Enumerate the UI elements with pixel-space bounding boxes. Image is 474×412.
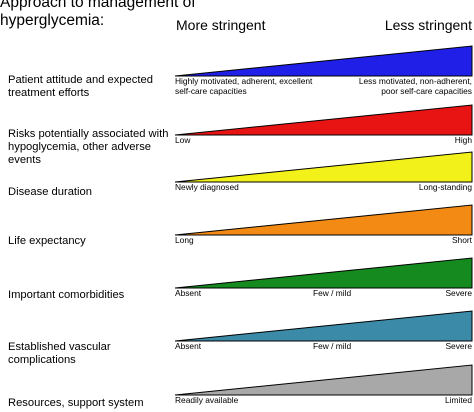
row-label-established-vascular-complications: Established vascular complications bbox=[8, 341, 111, 366]
scale-right-disease-duration: Long-standing bbox=[418, 182, 472, 192]
diagram-title: Approach to management of hyperglycemia: bbox=[0, 0, 196, 29]
row-label-risks-potentially-associated: Risks potentially associated with hypogl… bbox=[8, 128, 169, 166]
scale-mid-established-vascular-complications: Few / mild bbox=[313, 341, 352, 351]
scale-right-risks-potentially-associated: High bbox=[454, 135, 472, 145]
row-label-important-comorbidities: Important comorbidities bbox=[8, 289, 125, 301]
wedge-disease-duration bbox=[174, 151, 473, 183]
header-more-stringent: More stringent bbox=[176, 17, 266, 33]
row-label-patient-attitude-and: Patient attitude and expected treatment … bbox=[8, 74, 153, 99]
scale-left-risks-potentially-associated: Low bbox=[175, 135, 191, 145]
scale-right-established-vascular-complications: Severe bbox=[445, 341, 472, 351]
row-label-resources-support-system: Resources, support system bbox=[8, 397, 144, 409]
scale-right-resources-support-system: Limited bbox=[445, 395, 472, 405]
scale-left-important-comorbidities: Absent bbox=[175, 288, 202, 298]
scale-left-resources-support-system: Readily available bbox=[175, 395, 239, 405]
scale-left-patient-attitude-and: Highly motivated, adherent, excellent se… bbox=[175, 76, 313, 96]
row-label-disease-duration: Disease duration bbox=[8, 186, 92, 198]
scale-right-patient-attitude-and: Less motivated, non-adherent, poor self-… bbox=[358, 76, 472, 96]
wedge-patient-attitude-and bbox=[174, 45, 473, 77]
wedge-risks-potentially-associated bbox=[174, 104, 473, 136]
scale-left-established-vascular-complications: Absent bbox=[175, 341, 202, 351]
scale-left-disease-duration: Newly diagnosed bbox=[175, 182, 239, 192]
wedge-life-expectancy bbox=[174, 204, 473, 236]
wedge-resources-support-system bbox=[174, 364, 473, 396]
scale-right-important-comorbidities: Severe bbox=[445, 288, 472, 298]
header-less-stringent: Less stringent bbox=[384, 17, 472, 33]
scale-mid-important-comorbidities: Few / mild bbox=[313, 288, 352, 298]
wedge-important-comorbidities bbox=[174, 257, 473, 289]
scale-left-life-expectancy: Long bbox=[175, 235, 194, 245]
row-label-life-expectancy: Life expectancy bbox=[8, 235, 86, 247]
wedge-established-vascular-complications bbox=[174, 310, 473, 342]
scale-right-life-expectancy: Short bbox=[451, 235, 472, 245]
